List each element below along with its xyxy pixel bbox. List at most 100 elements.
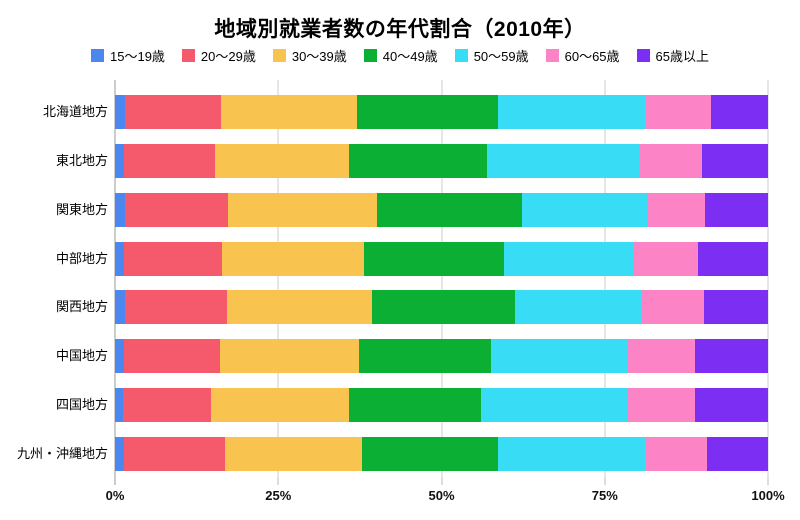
bar-segment	[498, 95, 646, 130]
bar-segment	[124, 241, 223, 276]
bar-segment	[514, 290, 642, 325]
legend-swatch-icon	[363, 49, 377, 62]
bar-segment	[125, 290, 227, 325]
y-axis-labels: 北海道地方 東北地方 関東地方 中部地方 関西地方 中国地方 四国地方 九州・沖縄地方	[0, 80, 108, 478]
x-axis-labels: 0% 25% 50% 75% 100%	[0, 488, 800, 504]
bar-segment	[371, 290, 515, 325]
chart-title: 地域別就業者数の年代割合（2010年）	[214, 18, 586, 41]
bar-segment	[226, 290, 372, 325]
bar-segment	[124, 339, 221, 374]
bar-segment	[703, 290, 768, 325]
bar-segment	[359, 339, 492, 374]
bar-segment	[115, 192, 126, 227]
bar-segment	[124, 144, 215, 179]
bar-segment	[115, 436, 125, 471]
bar-segment	[125, 192, 228, 227]
x-axis-label: 75%	[591, 488, 618, 503]
bar-row	[115, 387, 768, 422]
bar-segment	[641, 290, 704, 325]
bar-segment	[706, 436, 768, 471]
y-axis-label: 関西地方	[55, 299, 108, 315]
legend-item: 50～59歳	[454, 46, 529, 65]
legend-item: 30～39歳	[272, 46, 347, 65]
legend-label: 60～65歳	[564, 49, 620, 64]
bar-segment	[115, 95, 126, 130]
bar-segment	[694, 387, 768, 422]
bar-segment	[356, 95, 499, 130]
legend-item: 60～65歳	[545, 46, 620, 65]
bar-row	[115, 144, 768, 179]
bar-segment	[705, 192, 768, 227]
x-axis-label: 50%	[428, 488, 455, 503]
bar-segment	[227, 192, 378, 227]
bar-row	[115, 241, 768, 276]
bar-segment	[123, 387, 211, 422]
y-axis-label: 東北地方	[55, 153, 108, 169]
legend-item: 65歳以上	[636, 46, 709, 65]
legend-swatch-icon	[91, 49, 104, 62]
y-axis-label: 関東地方	[55, 201, 108, 217]
legend-item: 15～19歳	[91, 46, 165, 65]
legend-label: 20～29歳	[200, 49, 256, 64]
bar-segment	[115, 241, 125, 276]
bar-segment	[115, 339, 125, 374]
legend: 15～19歳 20～29歳 30～39歳 40～49歳 50～59歳 60～65歳 65歳以…	[0, 46, 800, 65]
bar-row	[115, 290, 768, 325]
x-axis-label: 25%	[265, 488, 292, 503]
bar-segment	[481, 387, 628, 422]
plot-area	[114, 80, 769, 485]
bar-segment	[224, 436, 363, 471]
bars	[115, 88, 768, 478]
bar-segment	[711, 95, 768, 130]
legend-swatch-icon	[545, 49, 559, 62]
legend-label: 50～59歳	[473, 49, 529, 64]
y-axis-label: 中部地方	[55, 250, 108, 266]
bar-segment	[521, 192, 647, 227]
gridline	[277, 80, 279, 478]
bar-row	[115, 436, 768, 471]
bar-segment	[115, 290, 126, 325]
y-axis-label: 北海道地方	[42, 104, 108, 120]
bar-segment	[115, 144, 125, 179]
bar-segment	[349, 144, 487, 179]
bar-segment	[210, 387, 350, 422]
legend-swatch-icon	[272, 49, 286, 62]
axis-tick	[114, 478, 116, 485]
legend-item: 20～29歳	[181, 46, 256, 65]
bar-segment	[220, 95, 357, 130]
bar-segment	[220, 339, 360, 374]
axis-tick	[277, 478, 279, 485]
bar-segment	[222, 241, 365, 276]
legend-swatch-icon	[454, 49, 468, 62]
bar-segment	[124, 436, 225, 471]
bar-segment	[377, 192, 522, 227]
legend-label: 40～49歳	[382, 49, 438, 64]
bar-segment	[125, 95, 221, 130]
axis-tick	[767, 478, 769, 485]
bar-segment	[497, 436, 646, 471]
gridline	[767, 80, 769, 478]
bar-segment	[645, 95, 712, 130]
bar-segment	[702, 144, 768, 179]
bar-segment	[364, 241, 504, 276]
bar-segment	[646, 192, 706, 227]
bar-segment	[115, 387, 124, 422]
bar-segment	[698, 241, 768, 276]
legend-swatch-icon	[636, 49, 650, 62]
bar-segment	[503, 241, 635, 276]
bar-segment	[639, 144, 703, 179]
bar-row	[115, 95, 768, 130]
legend-label: 15～19歳	[110, 49, 165, 64]
bar-segment	[628, 339, 696, 374]
bar-segment	[645, 436, 707, 471]
axis-line	[114, 80, 116, 478]
bar-segment	[486, 144, 640, 179]
bar-segment	[695, 339, 768, 374]
gridline	[441, 80, 442, 478]
axis-tick	[604, 478, 606, 485]
bar-segment	[214, 144, 350, 179]
x-axis-label: 100%	[751, 488, 785, 503]
y-axis-label: 中国地方	[55, 348, 108, 364]
bar-row	[115, 192, 768, 227]
